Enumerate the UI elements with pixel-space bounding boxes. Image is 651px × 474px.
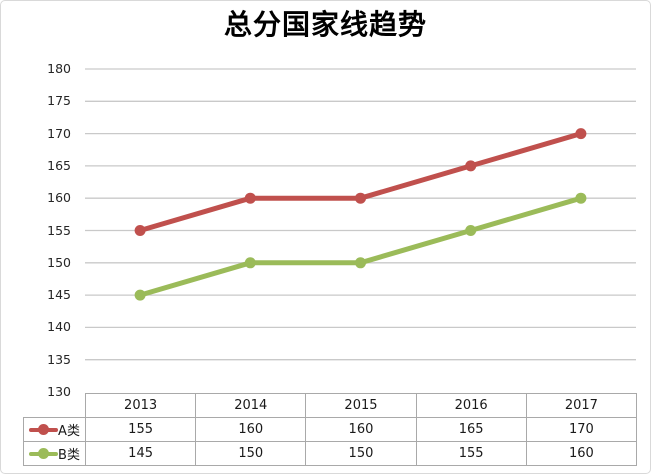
value-cell: 145 [84,441,197,466]
year-header: 2016 [415,393,527,418]
value-cell: 160 [195,417,307,442]
value-cell: 165 [415,417,527,442]
data-point-marker [355,257,366,269]
legend-item-series-b: B类 [23,441,86,466]
data-point-marker [355,192,366,204]
data-table: 2013 2014 2015 2016 2017 A类 155 160 160 … [23,393,638,466]
data-point-marker [575,192,587,204]
data-point-marker [244,192,256,204]
table-row-series-a: A类 155 160 160 165 170 [23,417,638,442]
data-point-marker [575,128,587,140]
series-b-label: B类 [58,448,80,463]
series-b-line-marker-icon [29,447,59,460]
data-point-marker [465,225,477,236]
value-cell: 170 [525,417,638,442]
legend-item-series-a: A类 [23,417,86,442]
value-cell: 155 [84,417,197,442]
data-point-marker [465,160,477,172]
value-cell: 150 [195,441,307,466]
legend-dot-swatch [38,448,50,459]
value-cell: 155 [415,441,527,466]
table-header-row: 2013 2014 2015 2016 2017 [24,393,638,418]
data-point-marker [134,289,146,301]
data-point-marker [134,225,146,236]
series-a-line-marker-icon [29,423,59,436]
table-row-series-b: B类 145 150 150 155 160 [23,441,638,466]
value-cell: 150 [305,441,417,466]
year-header: 2015 [305,393,417,418]
series-a-label: A类 [58,424,80,439]
year-header: 2017 [525,393,638,418]
year-header: 2013 [84,393,197,418]
legend-dot-swatch [38,424,50,435]
table-corner-blank [24,394,86,418]
value-cell: 160 [525,441,638,466]
chart-title: 总分国家线趋势 [223,10,427,41]
year-header: 2014 [195,393,307,418]
data-point-marker [244,257,256,269]
value-cell: 160 [305,417,417,442]
